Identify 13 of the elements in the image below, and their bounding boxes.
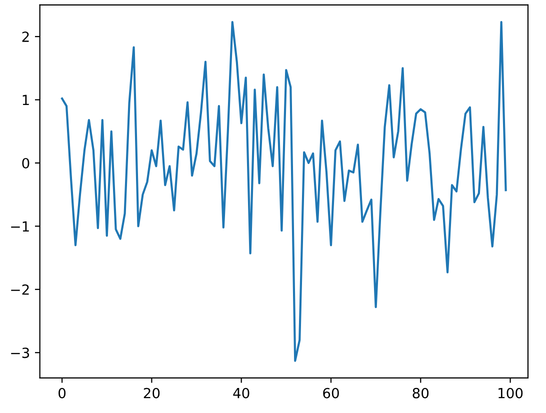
y-tick-label: −1 [11, 221, 29, 232]
x-tick-label: 100 [498, 388, 523, 398]
y-tick-label: 2 [22, 32, 29, 42]
y-tick-label: 0 [22, 158, 30, 168]
y-tick-label: −2 [11, 284, 29, 295]
x-tick-label: 0 [58, 388, 66, 398]
y-tick-label: −3 [11, 348, 30, 358]
x-tick-label: 40 [233, 388, 250, 398]
x-tick-label: 20 [144, 388, 160, 398]
y-tick-label: 1 [22, 94, 29, 106]
x-tick-label: 60 [323, 388, 339, 398]
line-series [61, 20, 507, 362]
x-tick-label: 80 [412, 388, 429, 398]
